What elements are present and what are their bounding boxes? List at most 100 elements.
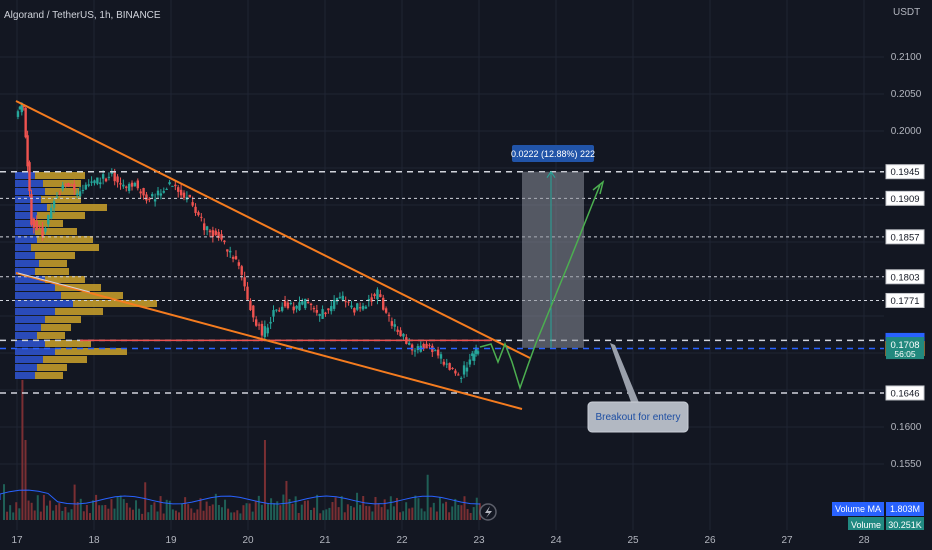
- profile-bar-blue: [15, 356, 43, 363]
- volume-bar: [21, 380, 24, 520]
- volume-bar: [359, 504, 362, 520]
- volume-bar: [438, 497, 441, 520]
- candle-body: [472, 354, 476, 361]
- price-axis[interactable]: 0.2100 0.2050 0.2000 0.1600 0.1550 0.1945 0.19…: [832, 0, 932, 550]
- profile-bar-gold: [45, 276, 85, 283]
- candle-body: [122, 184, 125, 187]
- candle-body: [228, 250, 232, 253]
- price-level-tag[interactable]: [885, 164, 925, 180]
- candle-body: [434, 350, 437, 352]
- candle-body: [425, 343, 428, 349]
- volume-bar: [331, 502, 334, 520]
- candle-body: [382, 297, 385, 310]
- candle-body: [275, 309, 278, 311]
- volume-bar: [214, 493, 217, 520]
- price-level-tag[interactable]: [885, 269, 925, 285]
- volume-bar: [24, 440, 27, 520]
- volume-bar: [85, 504, 88, 520]
- volume-bar: [9, 505, 12, 520]
- candle-body: [272, 310, 275, 317]
- volume-bar: [138, 508, 141, 520]
- horizontal-levels[interactable]: [0, 170, 884, 394]
- volume-bar: [52, 510, 55, 520]
- candle-body: [318, 313, 321, 316]
- candle-body: [188, 194, 191, 198]
- measure-box[interactable]: [522, 171, 584, 348]
- candle-body: [203, 223, 206, 231]
- candle-body: [191, 202, 194, 206]
- candle-body: [208, 230, 212, 233]
- price-level-tag[interactable]: [885, 385, 925, 401]
- volume-value-bg: [886, 517, 924, 531]
- trend-drawings[interactable]: 0.0222 (12.88%) 222: [15, 100, 605, 410]
- candle-body: [451, 367, 454, 369]
- volume-bar: [88, 513, 91, 520]
- candle-body: [289, 303, 293, 305]
- candle-body: [55, 196, 59, 198]
- candle-body: [387, 314, 391, 316]
- candle-body: [471, 353, 474, 357]
- volume-bar: [466, 509, 469, 520]
- candle-body: [87, 184, 90, 186]
- profile-bar-gold: [45, 316, 81, 323]
- volume-bar: [282, 494, 285, 520]
- volume-bar: [135, 500, 138, 520]
- candle-body: [220, 234, 223, 240]
- profile-bar-gold: [37, 212, 85, 219]
- candle-body: [379, 294, 382, 298]
- volume-bar: [58, 503, 61, 520]
- candle-body: [125, 186, 128, 188]
- volume-bar: [242, 505, 245, 520]
- price-tick-label: 0.2050: [891, 89, 922, 100]
- volume-bar: [208, 505, 211, 520]
- time-axis[interactable]: 17 18 19 20 21 22 23 24 25 26 27 28: [0, 530, 932, 550]
- candle-body: [402, 333, 405, 337]
- volume-bar: [177, 512, 180, 520]
- volume-bar: [288, 498, 291, 520]
- profile-bar-gold: [45, 188, 79, 195]
- volume-bar: [153, 502, 156, 520]
- candle-body: [136, 180, 139, 189]
- candle-body: [22, 105, 25, 108]
- price-level-tag[interactable]: [885, 292, 925, 308]
- volume-bar: [245, 503, 248, 520]
- candle-body: [246, 286, 249, 300]
- candle-body: [269, 321, 272, 324]
- candle-body: [16, 111, 20, 117]
- volume-bar: [220, 507, 223, 520]
- candle-body: [217, 231, 220, 239]
- lower-trendline[interactable]: [15, 272, 523, 410]
- volume-bar: [417, 498, 420, 520]
- volume-bar: [445, 501, 448, 520]
- candle-body: [35, 221, 38, 230]
- candle-body: [159, 193, 163, 196]
- candle-body: [315, 310, 319, 313]
- price-level-tag[interactable]: [885, 190, 925, 206]
- upper-trendline[interactable]: [15, 100, 531, 359]
- profile-bar-blue: [15, 212, 37, 219]
- candle-body: [341, 295, 345, 300]
- profile-bar-blue: [15, 260, 39, 267]
- candle-body: [442, 361, 446, 365]
- price-tick-label: 0.2000: [891, 126, 922, 137]
- time-tick-label: 22: [396, 535, 408, 546]
- candle-body: [93, 180, 96, 184]
- candle-body: [139, 191, 142, 194]
- volume-bar: [383, 499, 386, 520]
- volume-bar: [399, 512, 402, 520]
- candle-body: [295, 305, 298, 309]
- candle-body: [38, 225, 41, 228]
- current-price-tag[interactable]: [886, 337, 924, 360]
- candle-body: [165, 188, 168, 190]
- projection-path[interactable]: [479, 184, 601, 391]
- candle-body: [356, 303, 359, 310]
- callout-box[interactable]: [587, 401, 689, 433]
- candle-body: [214, 230, 217, 235]
- candle-body: [151, 194, 154, 197]
- profile-bar-gold: [37, 236, 93, 243]
- volume-bar: [460, 505, 463, 520]
- volume-bars: [0, 380, 481, 520]
- profile-bar-blue: [15, 300, 73, 307]
- price-level-tag[interactable]: [885, 229, 925, 245]
